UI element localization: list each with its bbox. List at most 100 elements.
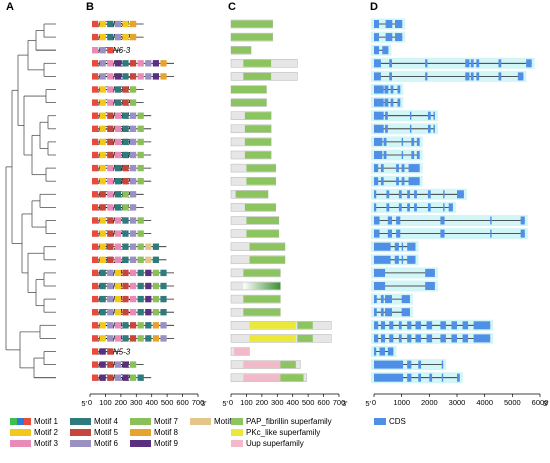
domain-box	[249, 321, 296, 329]
cds-box	[374, 242, 391, 251]
cds-box	[462, 334, 469, 343]
motif-box	[99, 151, 106, 159]
cds-box	[386, 203, 390, 212]
motif-box	[137, 112, 144, 119]
motif-box	[92, 348, 99, 355]
motif-box	[114, 112, 121, 119]
motif-box	[114, 125, 121, 132]
motif-box	[137, 178, 144, 185]
tick-label: 200	[256, 398, 269, 407]
motif-box	[152, 256, 159, 263]
motif-swatch	[24, 418, 31, 425]
domain-box	[246, 230, 279, 238]
cds-box	[374, 85, 384, 94]
cds-box	[384, 98, 389, 107]
gene-name: GhFBN1B-2	[92, 282, 136, 291]
motif-box	[160, 73, 167, 80]
axis-start-label: 5'	[222, 399, 228, 408]
cds-box	[517, 72, 524, 81]
domain-box	[297, 334, 313, 342]
cds-box	[387, 347, 394, 356]
motif-box	[137, 138, 144, 146]
cds-box	[457, 190, 464, 199]
tick-label: 100	[240, 398, 253, 407]
motif-box	[99, 86, 106, 93]
motif-box	[137, 282, 144, 290]
motif-box	[107, 47, 114, 54]
motif-box	[107, 335, 114, 342]
motif-box	[114, 99, 121, 106]
tick-label: 2000	[421, 398, 438, 407]
cds-box	[401, 137, 404, 146]
motif-box	[145, 60, 152, 67]
motif-box	[99, 282, 106, 290]
motif-label: Motif 4	[94, 417, 119, 426]
cds-box	[407, 334, 412, 343]
cds-box	[374, 268, 386, 277]
motif-box	[114, 309, 121, 316]
motif-box	[114, 60, 121, 67]
domain-box	[249, 334, 296, 342]
tick-label: 400	[286, 398, 299, 407]
motif-box	[122, 295, 129, 303]
cds-legend: CDS	[374, 417, 406, 426]
domain-label: PKc_like superfamily	[246, 428, 320, 437]
domain-legend: PAP_fibrillin superfamily PKc_like superf…	[231, 417, 332, 448]
domain-box	[244, 151, 272, 159]
motif-box	[122, 230, 129, 237]
motif-box	[130, 33, 137, 41]
motif-box	[99, 191, 106, 198]
cds-box	[443, 203, 445, 212]
motif-box	[130, 191, 137, 198]
motif-box	[107, 309, 114, 316]
motif-swatch	[130, 418, 151, 425]
cds-box	[451, 321, 457, 330]
motif-box	[92, 374, 99, 381]
cds-box	[440, 216, 445, 225]
cds-box	[409, 111, 412, 120]
axis-end-label: 3'	[201, 399, 207, 408]
cds-box	[374, 151, 383, 159]
motif-box	[137, 243, 144, 250]
axis-end-label: 3'	[342, 399, 348, 408]
motif-box	[114, 230, 121, 237]
cds-box	[416, 137, 420, 146]
panel-label-b: B	[86, 1, 94, 13]
cds-box	[401, 308, 410, 317]
domain-box	[235, 190, 269, 198]
motif-box	[92, 335, 99, 342]
motif-box	[145, 243, 152, 250]
domain-swatch	[231, 429, 243, 436]
cds-box	[401, 164, 405, 173]
motif-box	[114, 33, 121, 41]
motif-box	[99, 20, 106, 28]
cds-box	[401, 242, 404, 251]
cds-box	[407, 360, 412, 369]
motif-box	[107, 217, 114, 224]
domain-label: PAP_fibrillin superfamily	[246, 417, 332, 426]
tick-label: 4000	[476, 398, 493, 407]
motif-box	[92, 164, 99, 172]
motif-box	[130, 164, 137, 172]
motif-box	[137, 256, 144, 263]
motif-box	[107, 282, 114, 290]
motif-box	[99, 361, 106, 368]
cds-box	[386, 190, 390, 199]
domain-box	[244, 125, 272, 133]
cds-box	[397, 85, 401, 94]
motif-box	[122, 269, 129, 277]
cds-box	[407, 255, 416, 264]
domain-panel: 0 100 200 300 400 500 600 700 5' 3'	[222, 19, 348, 408]
motif-label: Motif 1	[34, 417, 59, 426]
motif-box	[107, 348, 114, 355]
motif-box	[114, 20, 121, 28]
motif-box	[107, 112, 114, 119]
axis-start-label: 5'	[81, 399, 87, 408]
tick-label: 400	[145, 398, 158, 407]
domain-box	[243, 361, 281, 369]
motif-label: Motif 8	[154, 428, 179, 437]
cds-box	[465, 59, 470, 68]
cds-box	[498, 59, 502, 68]
cds-box	[425, 59, 428, 68]
motif-box	[145, 335, 152, 342]
